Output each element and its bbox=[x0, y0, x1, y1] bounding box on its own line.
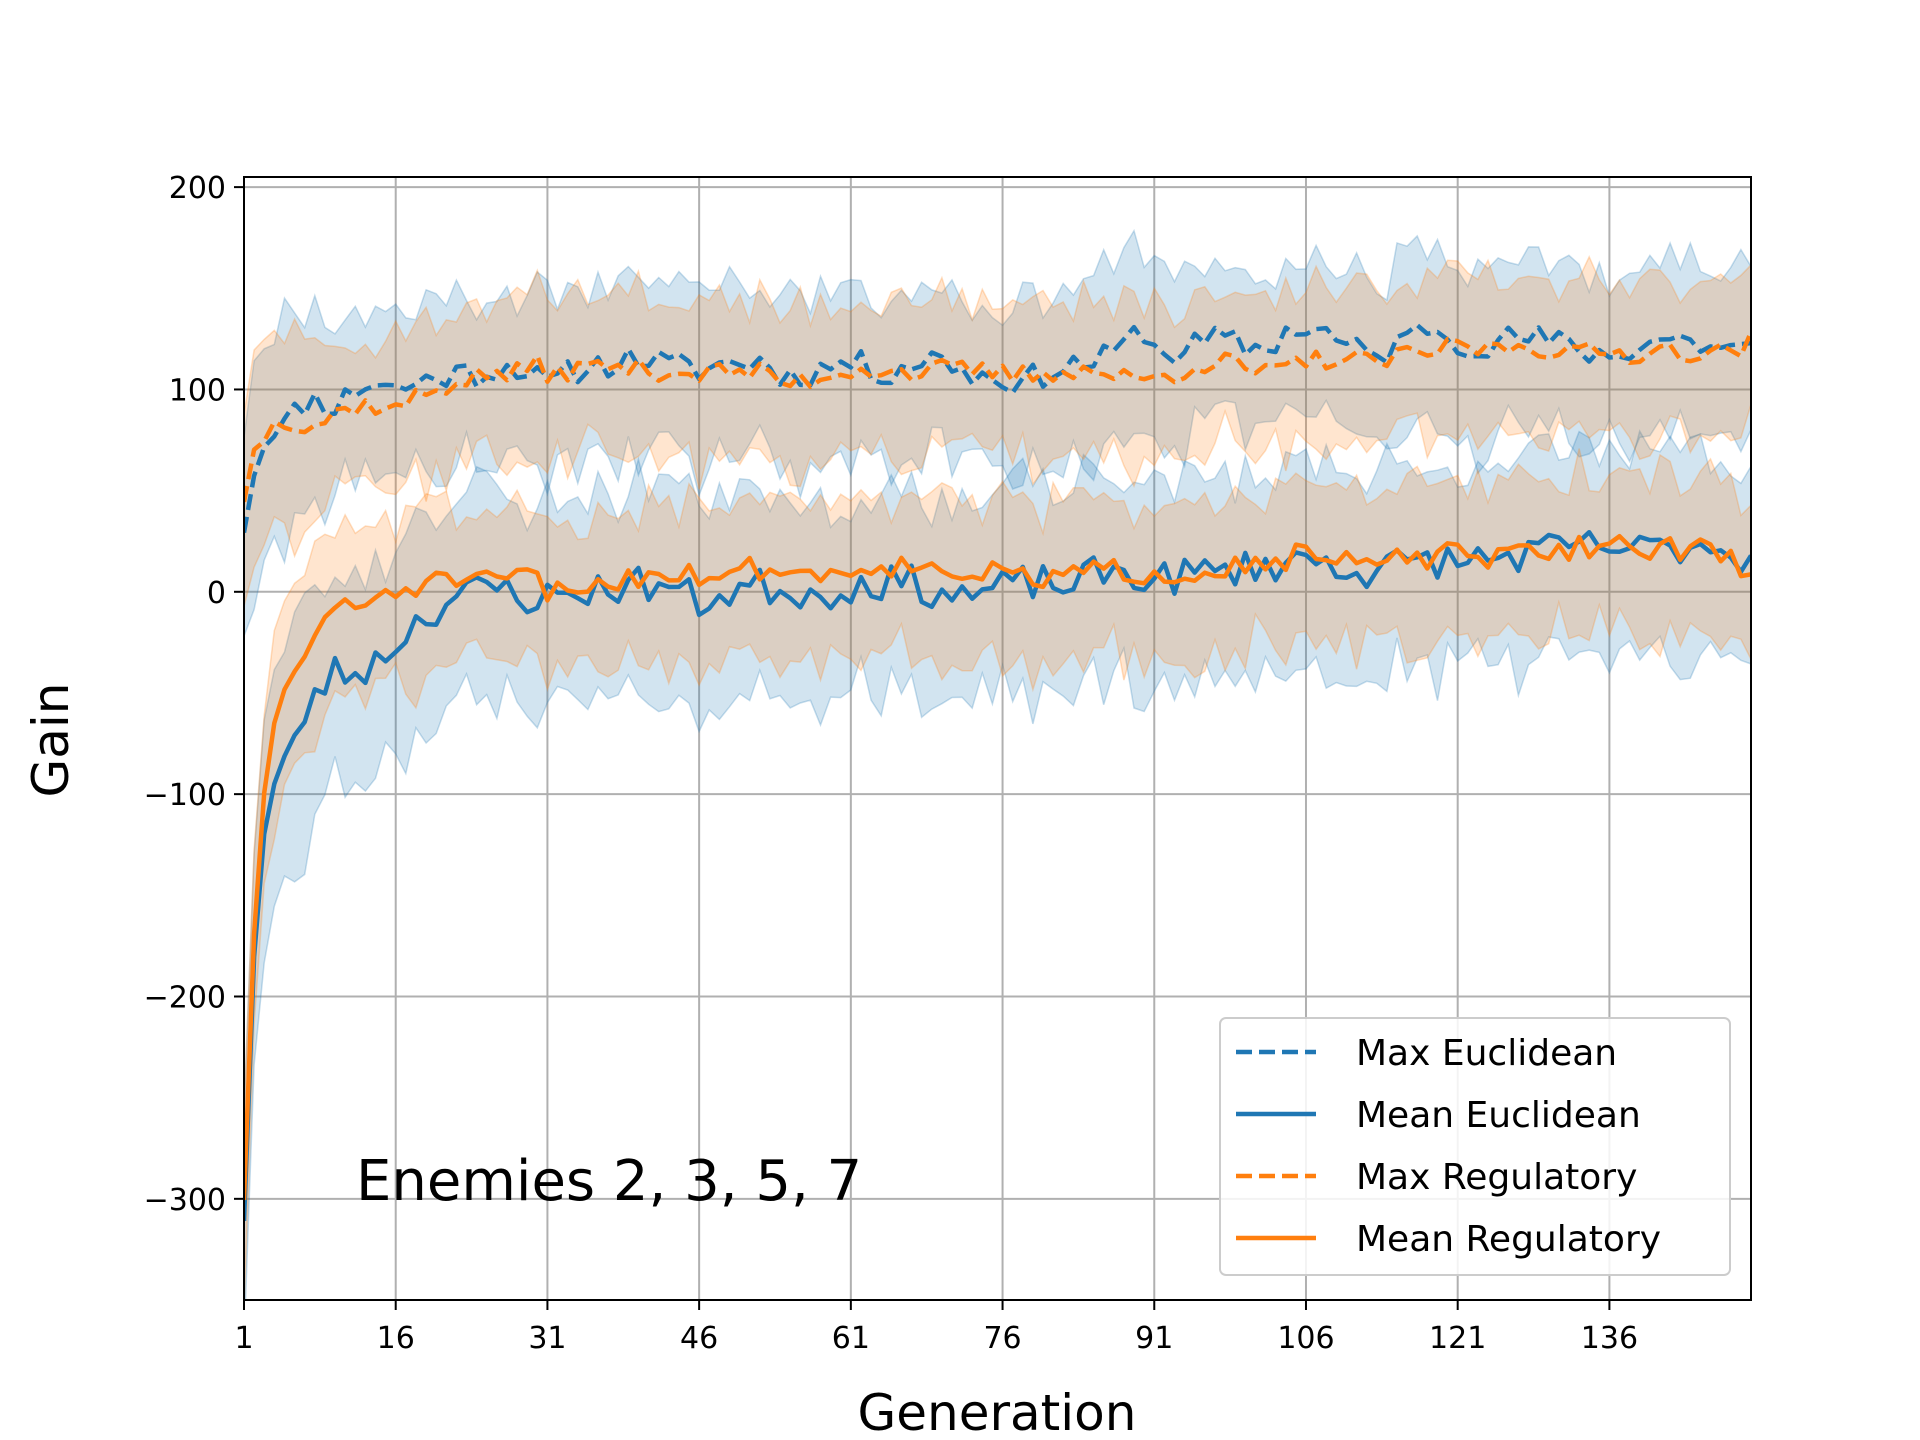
band-mean-regulatory bbox=[244, 448, 1751, 1300]
y-axis-label: Gain bbox=[22, 683, 80, 798]
y-tick-label: 0 bbox=[207, 576, 226, 611]
x-tick-label: 106 bbox=[1277, 1321, 1334, 1356]
legend-box bbox=[1219, 1017, 1731, 1276]
x-tick-label: 76 bbox=[983, 1321, 1021, 1356]
band-max-euclidean bbox=[244, 228, 1751, 637]
x-tick-label: 91 bbox=[1135, 1321, 1173, 1356]
x-tick-label: 46 bbox=[680, 1321, 718, 1356]
legend-label: Max Euclidean bbox=[1356, 1033, 1617, 1074]
series-line-mean-regulatory bbox=[244, 533, 1751, 1201]
legend-label: Mean Regulatory bbox=[1356, 1219, 1661, 1260]
chart-annotation: Enemies 2, 3, 5, 7 bbox=[356, 1149, 862, 1214]
series-lines bbox=[244, 322, 1751, 1221]
plot-area bbox=[244, 228, 1751, 1300]
legend-label: Mean Euclidean bbox=[1356, 1095, 1641, 1136]
x-tick-label: 121 bbox=[1429, 1321, 1486, 1356]
x-tick-label: 16 bbox=[377, 1321, 415, 1356]
y-tick-label: −200 bbox=[144, 980, 226, 1015]
series-line-mean-euclidean bbox=[244, 529, 1751, 1221]
legend: Max Euclidean Mean Euclidean Max Regulator… bbox=[1219, 1017, 1731, 1276]
y-tick-label: −300 bbox=[144, 1183, 226, 1218]
x-tick-label: 1 bbox=[234, 1321, 253, 1356]
x-tick-label: 136 bbox=[1581, 1321, 1638, 1356]
series-line-max-regulatory bbox=[244, 331, 1751, 503]
confidence-bands bbox=[244, 228, 1751, 1300]
x-axis-ticks: 1 16 31 46 61 76 91 106 121 136 bbox=[234, 1300, 1638, 1356]
y-tick-label: 200 bbox=[169, 171, 226, 206]
x-tick-label: 61 bbox=[832, 1321, 870, 1356]
x-axis-label: Generation bbox=[858, 1384, 1137, 1440]
y-tick-label: 100 bbox=[169, 373, 226, 408]
series-line-max-euclidean bbox=[244, 322, 1751, 533]
legend-label: Max Regulatory bbox=[1356, 1157, 1637, 1198]
y-axis-ticks: 200 100 0 −100 −200 −300 bbox=[144, 171, 244, 1218]
x-tick-label: 31 bbox=[528, 1321, 566, 1356]
band-max-regulatory bbox=[244, 254, 1751, 607]
y-tick-label: −100 bbox=[144, 778, 226, 813]
band-mean-euclidean bbox=[244, 429, 1751, 1300]
plot-frame bbox=[243, 176, 1752, 1301]
